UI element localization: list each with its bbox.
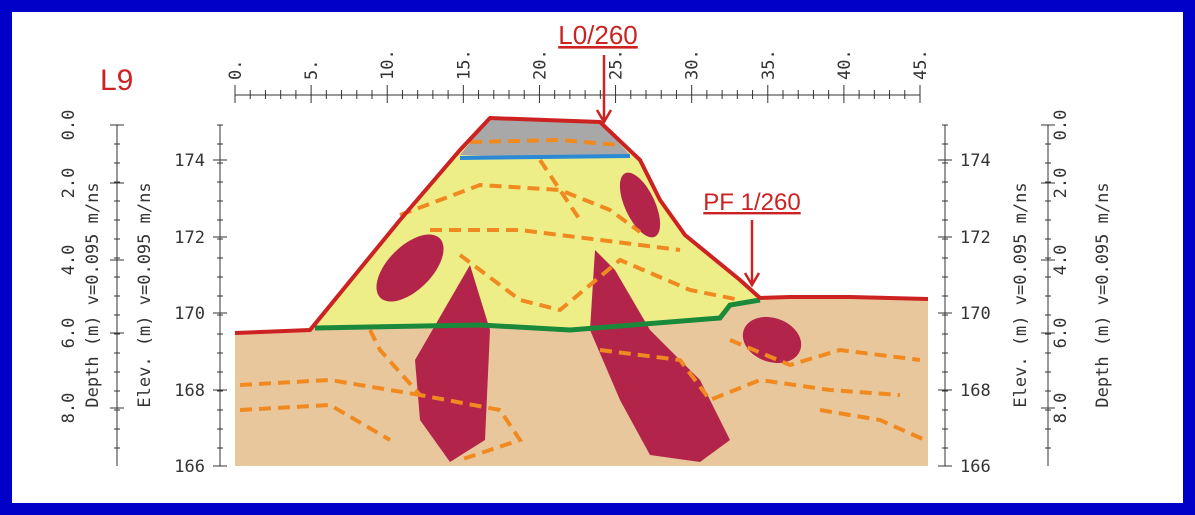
y-tick-label: 170 [960, 304, 991, 324]
slide: L9 L0/260 PF 1/260 0. 5. 10. 15. 20. 25. 30. 35… [0, 0, 1195, 515]
y-tick-label: 174 [960, 151, 991, 171]
y-tick-label: 166 [174, 457, 205, 477]
y-tick-label: 172 [960, 228, 991, 248]
y-tick-label: 6.0 [1051, 318, 1071, 349]
y-tick-label: 8.0 [59, 393, 79, 424]
x-tick-label: 20. [530, 49, 550, 80]
x-tick-label: 5. [302, 60, 322, 80]
axis-title: Elev. (m) v=0.095 m/ns [1011, 182, 1031, 407]
y-tick-label: 2.0 [59, 168, 79, 199]
x-tick-label: 45. [911, 49, 931, 80]
y-tick-label: 8.0 [1051, 393, 1071, 424]
y-tick-label: 172 [174, 228, 205, 248]
x-tick-label: 25. [607, 49, 627, 80]
annotation: PF 1/260 [703, 189, 800, 216]
x-tick-label: 10. [378, 49, 398, 80]
y-tick-label: 170 [174, 304, 205, 324]
y-tick-label: 2.0 [1051, 168, 1071, 199]
water-table [460, 156, 630, 158]
x-tick-label: 35. [759, 49, 779, 80]
axis-title: Depth (m) v=0.095 m/ns [1093, 182, 1113, 407]
y-tick-label: 4.0 [1051, 245, 1071, 276]
y-tick-label: 4.0 [59, 245, 79, 276]
x-tick-label: 15. [454, 49, 474, 80]
y-tick-label: 174 [174, 151, 205, 171]
x-tick-label: 0. [226, 60, 246, 80]
annotation: L0/260 [558, 20, 638, 50]
x-tick-label: 30. [683, 49, 703, 80]
y-tick-label: 168 [174, 381, 205, 401]
axis-title: Elev. (m) v=0.095 m/ns [135, 182, 155, 407]
y-tick-label: 0.0 [59, 110, 79, 141]
y-tick-label: 0.0 [1051, 110, 1071, 141]
y-tick-label: 168 [960, 381, 991, 401]
x-tick-label: 40. [835, 49, 855, 80]
y-tick-label: 6.0 [59, 318, 79, 349]
profile-label: L9 [100, 64, 133, 97]
axis-title: Depth (m) v=0.095 m/ns [83, 182, 103, 407]
y-tick-label: 166 [960, 457, 991, 477]
